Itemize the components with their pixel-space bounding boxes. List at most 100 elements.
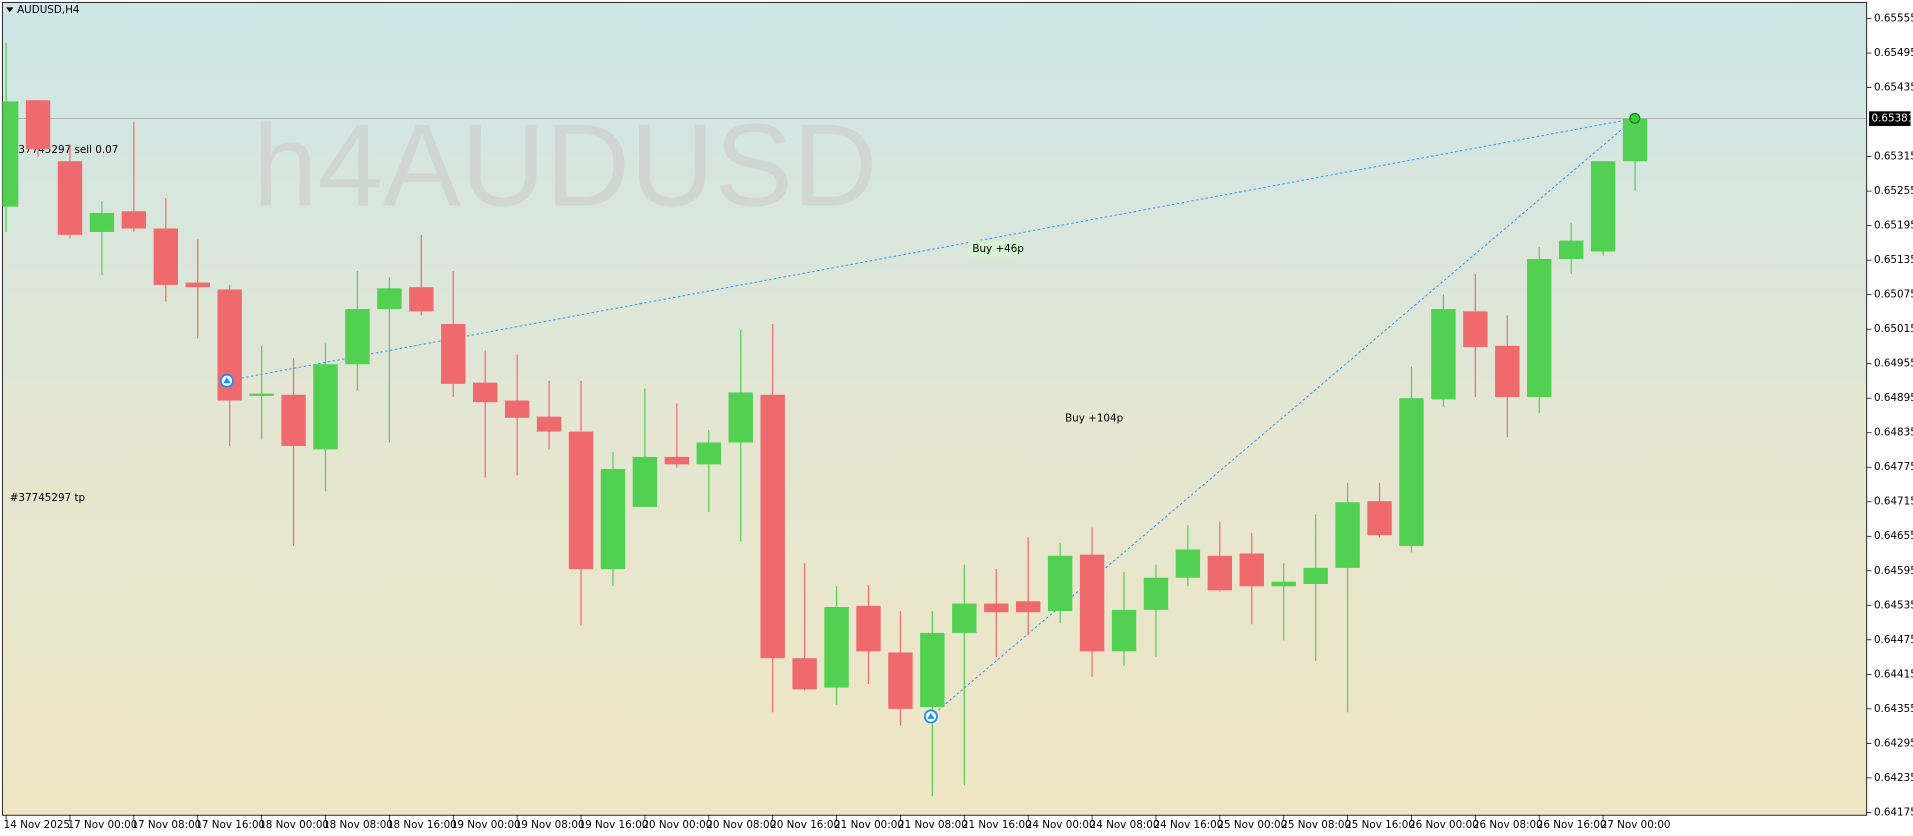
symbol-label: AUDUSD,H4 <box>17 4 80 16</box>
candle-body <box>1463 311 1488 348</box>
candle-body <box>1175 549 1201 578</box>
candle-body <box>728 392 753 443</box>
candle-body <box>89 212 115 232</box>
candle-body <box>984 603 1009 613</box>
y-tick-label: 0.65255 <box>1874 185 1913 197</box>
candle-body <box>1239 553 1264 587</box>
candle-body <box>1015 601 1041 613</box>
candle-body <box>1590 161 1616 252</box>
candle-body <box>1527 258 1552 398</box>
y-tick-label: 0.65075 <box>1874 289 1913 301</box>
candle-body <box>2 101 19 207</box>
candle-body <box>696 442 721 465</box>
x-tick-label: 17 Nov 00:00 <box>68 819 138 831</box>
candle-body <box>664 456 690 465</box>
candle-body <box>313 364 338 450</box>
symbol-header: AUDUSD,H4 <box>6 4 80 16</box>
annotation-bg <box>968 240 1023 257</box>
x-tick-label: 18 Nov 16:00 <box>387 819 457 831</box>
x-tick-label: 24 Nov 08:00 <box>1090 819 1160 831</box>
x-tick-label: 20 Nov 16:00 <box>770 819 840 831</box>
watermark: h4AUDUSD <box>253 99 878 230</box>
y-tick-label: 0.65435 <box>1874 82 1913 94</box>
y-tick-label: 0.65495 <box>1874 47 1913 59</box>
candle-body <box>920 632 945 708</box>
candle-body <box>1399 398 1424 547</box>
x-tick-label: 18 Nov 08:00 <box>323 819 393 831</box>
candle-body <box>1335 502 1360 568</box>
x-tick-label: 27 Nov 00:00 <box>1601 819 1671 831</box>
candle-body <box>1207 555 1233 591</box>
candle-body <box>632 456 658 507</box>
y-tick-label: 0.64775 <box>1874 461 1913 473</box>
candle-body <box>409 287 434 312</box>
y-tick-label: 0.65135 <box>1874 254 1913 266</box>
candle-body <box>824 607 849 688</box>
candle-body <box>1558 240 1584 259</box>
candle-body <box>249 393 274 396</box>
x-tick-label: 21 Nov 08:00 <box>898 819 968 831</box>
candle-body <box>441 323 466 384</box>
candle-body <box>57 161 83 235</box>
candle-body <box>1495 345 1520 398</box>
x-tick-label: 24 Nov 16:00 <box>1154 819 1224 831</box>
y-tick-label: 0.64655 <box>1874 530 1913 542</box>
x-tick-label: 17 Nov 08:00 <box>131 819 201 831</box>
y-tick-label: 0.64715 <box>1874 496 1913 508</box>
order-label: #37745297 tp <box>10 492 86 504</box>
x-tick-label: 20 Nov 00:00 <box>642 819 712 831</box>
candle-body <box>473 382 498 403</box>
y-tick-label: 0.65315 <box>1874 151 1913 163</box>
x-tick-label: 20 Nov 08:00 <box>706 819 776 831</box>
candle-body <box>1303 567 1328 585</box>
y-tick-label: 0.65555 <box>1874 13 1913 25</box>
y-tick-label: 0.64175 <box>1874 806 1913 818</box>
x-tick-label: 14 Nov 2025 <box>4 819 70 831</box>
candle-body <box>1622 118 1648 162</box>
x-tick-label: 21 Nov 16:00 <box>962 819 1032 831</box>
x-tick-label: 26 Nov 08:00 <box>1473 819 1543 831</box>
candle-body <box>760 394 785 659</box>
plot-layer: h4AUDUSD #37745297 sell 0.07 #37745297 t… <box>2 42 1867 797</box>
x-tick-label: 25 Nov 08:00 <box>1281 819 1351 831</box>
x-tick-label: 19 Nov 00:00 <box>451 819 521 831</box>
y-tick-label: 0.64835 <box>1874 427 1913 439</box>
x-tick-label: 24 Nov 00:00 <box>1026 819 1096 831</box>
y-tick-label: 0.64895 <box>1874 392 1913 404</box>
x-tick-label: 21 Nov 00:00 <box>834 819 904 831</box>
x-tick-label: 19 Nov 08:00 <box>515 819 585 831</box>
entry-arrow <box>223 377 231 384</box>
y-tick-label: 0.64475 <box>1874 634 1913 646</box>
y-tick-label: 0.64355 <box>1874 703 1913 715</box>
candle-body <box>25 100 51 150</box>
x-tick-label: 17 Nov 16:00 <box>195 819 265 831</box>
y-tick-label: 0.64415 <box>1874 668 1913 680</box>
candle-body <box>504 400 530 418</box>
candle-body <box>1367 501 1392 536</box>
candle-body <box>121 211 147 229</box>
x-tick-label: 18 Nov 00:00 <box>259 819 329 831</box>
y-tick-label: 0.64535 <box>1874 599 1913 611</box>
candle-body <box>345 309 370 365</box>
candle-body <box>1079 554 1105 652</box>
candle-body <box>1431 309 1456 400</box>
dropdown-icon[interactable] <box>6 7 14 13</box>
candle-body <box>377 288 402 310</box>
candle-body <box>1143 577 1169 610</box>
annotation: Buy +46p <box>972 243 1024 255</box>
y-tick-label: 0.64235 <box>1874 772 1913 784</box>
y-tick-label: 0.64955 <box>1874 358 1913 370</box>
price-label-bg <box>1869 111 1911 126</box>
entry-arrow <box>927 712 935 719</box>
candle-body <box>1271 581 1296 587</box>
candle-body <box>856 605 881 652</box>
candle-body <box>888 652 913 709</box>
candle-body <box>1111 609 1137 652</box>
candle-body <box>536 416 562 432</box>
annotation: Buy +104p <box>1065 413 1124 425</box>
candle-body <box>600 468 626 570</box>
x-tick-label: 26 Nov 00:00 <box>1409 819 1479 831</box>
x-tick-label: 19 Nov 16:00 <box>579 819 649 831</box>
